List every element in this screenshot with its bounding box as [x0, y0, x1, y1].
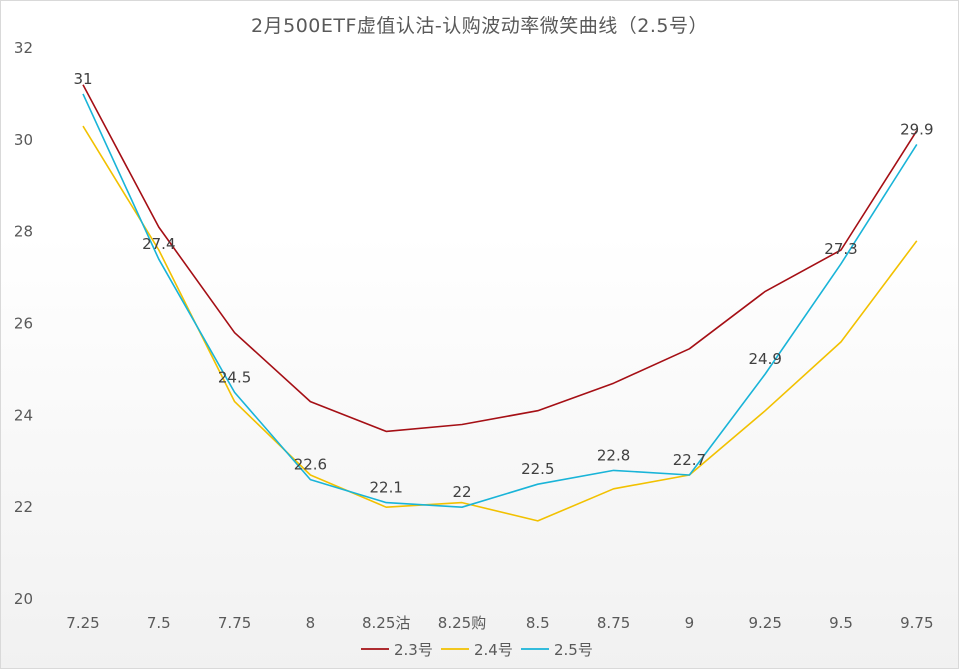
- x-tick-label: 7.25: [66, 614, 99, 632]
- data-label: 27.3: [824, 240, 857, 258]
- series-line-2.4号: [82, 125, 918, 522]
- data-label: 22.1: [369, 479, 402, 497]
- data-label: 22.7: [673, 451, 706, 469]
- y-tick-label: 20: [14, 590, 33, 608]
- data-label: 22: [452, 483, 471, 501]
- data-label: 27.4: [142, 235, 175, 253]
- x-tick-label: 7.75: [218, 614, 251, 632]
- data-label: 29.9: [900, 120, 933, 138]
- x-tick-label: 9.5: [829, 614, 853, 632]
- chart-title: 2月500ETF虚值认沽-认购波动率微笑曲线（2.5号）: [251, 15, 708, 37]
- x-tick-label: 8.5: [526, 614, 550, 632]
- data-label: 22.6: [294, 456, 327, 474]
- legend-label: 2.5号: [554, 641, 593, 659]
- data-label: 24.9: [748, 350, 781, 368]
- y-tick-label: 32: [14, 39, 33, 57]
- data-label: 22.8: [597, 446, 630, 464]
- series-line-2.5号: [82, 93, 918, 509]
- x-tick-label: 8.75: [597, 614, 630, 632]
- x-tick-label: 9.25: [748, 614, 781, 632]
- x-tick-label: 9.75: [900, 614, 933, 632]
- data-label: 31: [73, 70, 92, 88]
- x-tick-label: 8.25沽: [362, 614, 410, 632]
- data-label: 24.5: [218, 368, 251, 386]
- y-tick-label: 28: [14, 223, 33, 241]
- legend-label: 2.3号: [394, 641, 433, 659]
- x-tick-label: 7.5: [147, 614, 171, 632]
- legend-label: 2.4号: [474, 641, 513, 659]
- data-label: 22.5: [521, 460, 554, 478]
- series-line-2.3号: [82, 84, 918, 433]
- x-tick-label: 8.25购: [438, 614, 486, 632]
- y-tick-label: 22: [14, 498, 33, 516]
- y-tick-label: 24: [14, 406, 33, 424]
- y-tick-label: 30: [14, 131, 33, 149]
- x-tick-label: 9: [685, 614, 695, 632]
- y-tick-label: 26: [14, 315, 33, 333]
- x-tick-label: 8: [306, 614, 316, 632]
